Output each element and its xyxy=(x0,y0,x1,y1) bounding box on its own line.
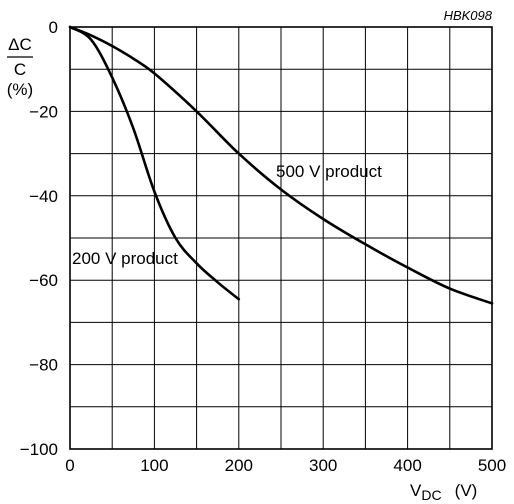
y-axis-label-unit: (%) xyxy=(7,80,33,99)
x-tick-label: 300 xyxy=(309,456,337,475)
series-label-200v: 200 V product xyxy=(72,249,178,268)
x-axis-label: VDC (V) xyxy=(410,481,477,503)
series-line-500v xyxy=(68,25,494,305)
y-tick-label: −20 xyxy=(29,102,58,121)
x-axis-label-subscript: DC xyxy=(421,487,441,503)
y-tick-label: 0 xyxy=(49,18,58,37)
x-tick-label: 500 xyxy=(478,456,506,475)
plot-area-frame xyxy=(69,26,493,450)
y-axis-label-denominator: C xyxy=(14,60,26,79)
x-axis-label-unit: (V) xyxy=(455,481,478,500)
tick-labels: 0 100 200 300 400 500 0 −20 −40 −60 −80 −100 xyxy=(20,18,506,475)
series-label-500v: 500 V product xyxy=(276,162,382,181)
y-tick-label: −100 xyxy=(20,440,58,459)
series-lines xyxy=(68,25,494,305)
x-tick-label: 200 xyxy=(225,456,253,475)
y-axis-label: ΔC C (%) xyxy=(7,35,33,99)
x-axis-label-text: VDC xyxy=(410,481,442,503)
x-axis-label-main: V xyxy=(410,481,422,500)
x-tick-label: 400 xyxy=(393,456,421,475)
grid xyxy=(70,27,492,449)
figure-code: HBK098 xyxy=(444,8,493,23)
y-axis-label-numerator: ΔC xyxy=(8,35,32,54)
x-tick-label: 100 xyxy=(140,456,168,475)
y-tick-label: −40 xyxy=(29,187,58,206)
series-line-200v xyxy=(68,25,241,301)
x-tick-label: 0 xyxy=(65,456,74,475)
y-tick-label: −60 xyxy=(29,271,58,290)
y-tick-label: −80 xyxy=(29,356,58,375)
